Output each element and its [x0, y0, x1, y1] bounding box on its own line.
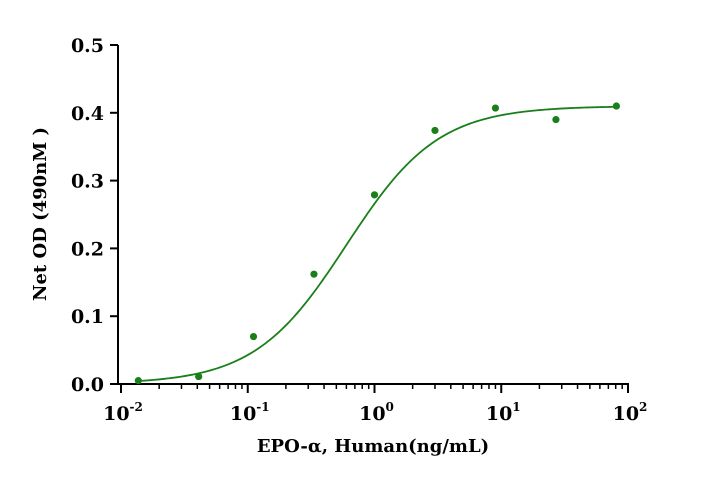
data-point: [552, 115, 560, 124]
x-axis: 10-2 10-1 100 101 102: [103, 383, 648, 425]
x-tick-label: 10-2: [103, 400, 143, 425]
data-point: [370, 191, 379, 199]
x-tick-label: 10-1: [230, 400, 270, 425]
fit-curve: [138, 105, 617, 382]
fit-curve-layer: [138, 105, 617, 382]
y-tick-label: 0.5: [71, 35, 104, 57]
data-point: [195, 372, 203, 381]
data-point: [612, 102, 621, 110]
y-tick-label: 0.0: [71, 374, 104, 396]
data-point: [310, 270, 318, 278]
y-axis: 0.0 0.1 0.2 0.3 0.4 0.5: [71, 35, 119, 396]
data-point: [491, 104, 500, 112]
data-point: [431, 126, 439, 135]
y-axis-title: Net OD (490nM ): [30, 127, 51, 301]
data-point: [134, 377, 142, 385]
x-tick-label: 100: [359, 400, 394, 425]
x-axis-title: EPO-α, Human(ng/mL): [257, 436, 489, 457]
x-tick-label: 101: [486, 400, 521, 425]
x-tick-label: 102: [613, 400, 648, 425]
y-tick-label: 0.2: [71, 238, 104, 260]
data-points-layer: [134, 102, 621, 385]
y-tick-label: 0.1: [71, 306, 104, 328]
data-point: [249, 332, 258, 341]
y-tick-label: 0.3: [71, 171, 104, 193]
y-tick-label: 0.4: [71, 103, 104, 125]
